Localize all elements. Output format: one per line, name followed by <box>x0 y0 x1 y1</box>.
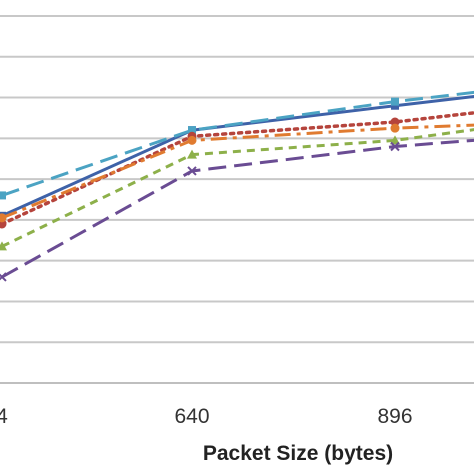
x-tick-labels: 4 640 896 <box>0 405 413 428</box>
series-0 <box>0 95 474 220</box>
series-3 <box>0 123 474 223</box>
series-line <box>1 128 474 248</box>
data-point <box>390 135 400 145</box>
series-line <box>1 138 474 279</box>
data-point <box>390 123 400 133</box>
series-line <box>1 90 474 197</box>
x-tick-label: 896 <box>377 405 412 428</box>
series-1 <box>0 90 474 200</box>
data-point <box>0 213 7 223</box>
data-point <box>188 126 196 135</box>
series-4 <box>0 128 474 251</box>
series-line <box>1 95 474 218</box>
series-line <box>1 123 474 220</box>
gridlines <box>0 15 474 384</box>
data-point <box>187 166 197 176</box>
data-point <box>187 149 197 159</box>
data-point <box>391 97 399 106</box>
data-point <box>0 241 7 251</box>
data-point <box>390 141 400 152</box>
x-tick-label: 4 <box>0 405 8 428</box>
data-point <box>0 191 6 200</box>
data-point <box>391 101 399 110</box>
data-point <box>0 272 7 282</box>
series-5 <box>0 138 474 282</box>
x-axis-title: Packet Size (bytes) <box>203 442 393 465</box>
x-tick-label: 640 <box>174 405 209 428</box>
series-group <box>0 90 474 282</box>
data-point <box>187 135 197 145</box>
